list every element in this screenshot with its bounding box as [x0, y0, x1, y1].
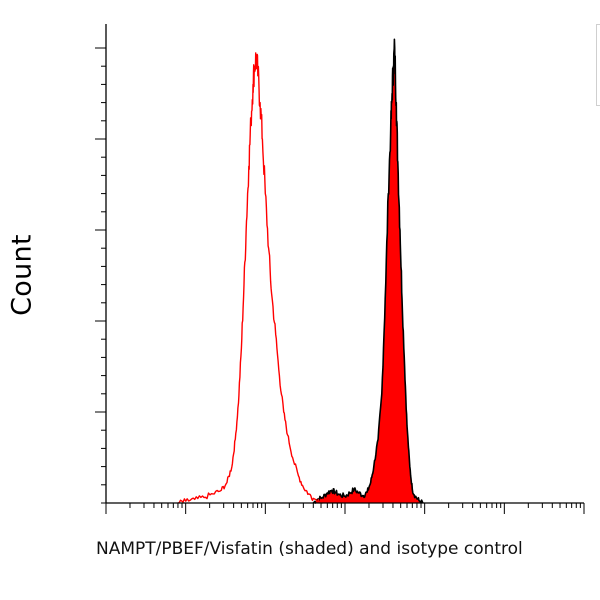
series-0-area: [313, 39, 423, 504]
series-0-line: [312, 38, 424, 504]
series-layer: [177, 38, 424, 504]
axes-layer: [95, 24, 585, 514]
y-axis-title: Count: [6, 234, 38, 316]
clipped-legend-edge: [596, 24, 600, 106]
x-axis-title: NAMPT/PBEF/Visfatin (shaded) and isotype…: [96, 539, 523, 559]
y-axis-title-box: Count: [2, 230, 42, 320]
series-1-line: [177, 52, 328, 504]
